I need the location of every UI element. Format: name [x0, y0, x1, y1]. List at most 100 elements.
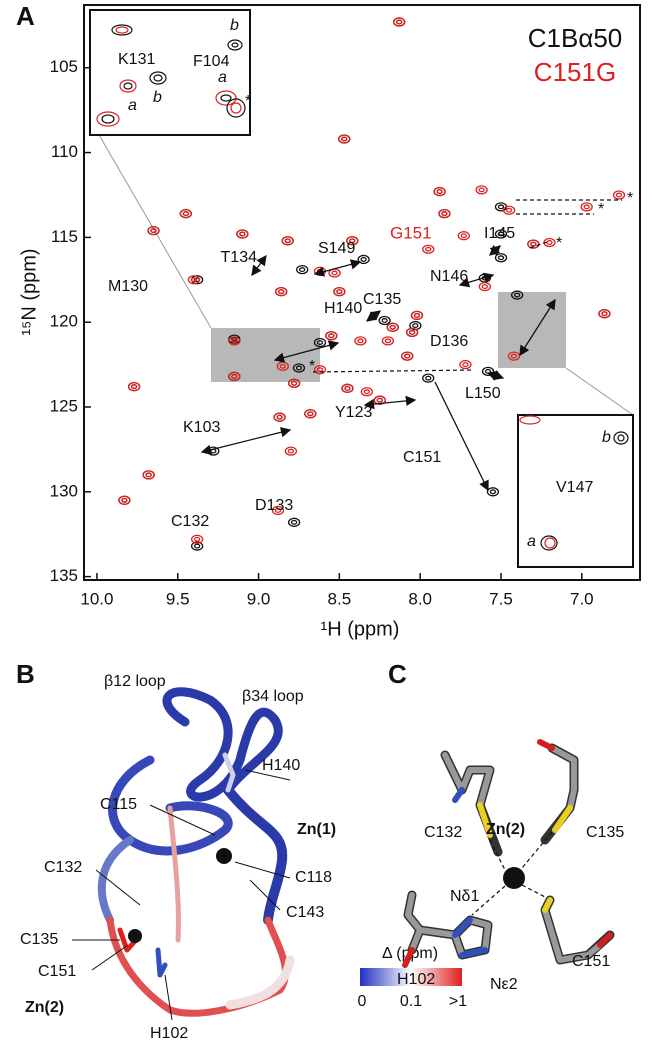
y-tick-label: 135: [50, 566, 78, 585]
contour: [527, 239, 540, 249]
leader-lines: [72, 769, 291, 1021]
contour: [507, 351, 521, 361]
x-tick-label: 9.5: [166, 589, 190, 608]
x-tick-label: 8.5: [328, 589, 352, 608]
contour: [360, 256, 367, 262]
contour: [389, 324, 396, 330]
contour: [615, 192, 623, 198]
inset-label: b: [602, 429, 611, 446]
contour: [401, 351, 414, 361]
structure-label: C143: [286, 904, 324, 921]
contour: [357, 338, 364, 344]
legend-entry: C1Bα50: [528, 23, 623, 53]
contour: [284, 238, 291, 244]
contour: [386, 322, 399, 332]
peak: [287, 378, 301, 388]
contour: [502, 205, 516, 215]
asterisk: *: [556, 235, 562, 252]
structure-label: C151: [38, 963, 76, 980]
contour: [422, 244, 435, 254]
contour: [279, 363, 286, 369]
contour: [511, 290, 524, 300]
contour: [425, 246, 432, 252]
zinc-atom: [503, 867, 525, 889]
contour: [239, 231, 246, 237]
zinc-atom: [128, 929, 142, 943]
peak: [127, 381, 141, 392]
contour: [598, 309, 611, 319]
contour: [325, 331, 338, 341]
contour: [404, 353, 411, 359]
contour: [313, 365, 327, 375]
structure-label: C118: [295, 869, 332, 886]
inset-contours: [96, 24, 246, 127]
contour: [228, 371, 241, 382]
colorbar: [360, 968, 462, 986]
contour: [363, 389, 370, 395]
contour: [193, 536, 201, 542]
peak-label: I145: [484, 225, 515, 242]
contour: [179, 208, 192, 219]
contour: [121, 497, 128, 503]
contour: [341, 136, 348, 142]
contour: [478, 187, 485, 193]
peak-label: C135: [363, 291, 401, 308]
peaks: [118, 17, 626, 551]
contour: [510, 353, 518, 359]
contour: [287, 378, 301, 388]
peak: [410, 310, 424, 321]
peak: [459, 359, 472, 370]
peak-label: D133: [255, 497, 293, 514]
contour: [497, 231, 505, 237]
structure-label: H102: [397, 971, 435, 988]
contour: [130, 384, 138, 390]
legend-entry: C151G: [534, 57, 616, 87]
inset-label: a: [218, 69, 227, 86]
contour: [190, 541, 204, 551]
contour: [231, 374, 238, 379]
structure-label: β34 loop: [242, 688, 304, 705]
peak: [236, 229, 249, 239]
peak: [381, 336, 395, 346]
contour: [580, 202, 593, 212]
peak: [190, 534, 204, 544]
x-tick-label: 9.0: [247, 589, 271, 608]
contour: [296, 264, 309, 275]
coordination-bonds: [471, 831, 553, 916]
contour: [396, 19, 403, 25]
contour: [333, 287, 346, 297]
peak: [296, 264, 309, 275]
panel-letter: B: [16, 659, 35, 689]
contour: [127, 381, 141, 392]
y-tick-label: 125: [50, 396, 78, 415]
contour: [459, 359, 472, 370]
y-tick-label: 130: [50, 481, 78, 500]
peak: [338, 134, 351, 144]
panel-letter: C: [388, 659, 407, 689]
contour: [331, 270, 338, 276]
contour: [484, 368, 492, 374]
structure-label: H140: [262, 757, 300, 774]
contour: [378, 315, 391, 326]
panel-letter: A: [16, 1, 35, 31]
contour: [193, 543, 201, 549]
peak: [190, 541, 204, 551]
y-tick-label: 115: [51, 227, 78, 246]
structure-label: Nε2: [490, 976, 518, 993]
contour: [287, 517, 301, 527]
contour: [497, 255, 505, 261]
contour: [530, 241, 537, 247]
peak: [438, 208, 451, 219]
contour: [299, 267, 306, 273]
peak: [502, 205, 516, 215]
peak-label: D136: [430, 333, 468, 350]
contour: [412, 323, 419, 329]
asterisk: *: [598, 201, 604, 218]
inset-label: b: [230, 17, 239, 34]
contour: [338, 134, 351, 144]
contour: [384, 338, 392, 344]
contour: [287, 448, 295, 454]
contour: [475, 185, 488, 195]
protein-ribbon: [97, 687, 295, 1017]
contour: [349, 238, 356, 244]
